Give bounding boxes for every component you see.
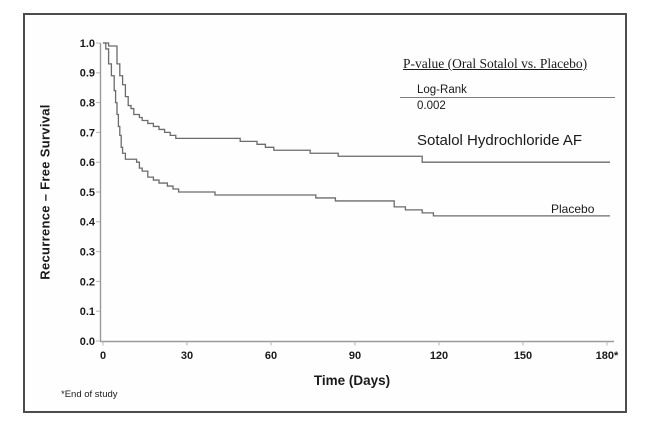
- x-axis-title: Time (Days): [313, 373, 391, 388]
- legend-rule: [400, 97, 615, 98]
- sotalol-series-label: Sotalol Hydrochloride AF: [417, 132, 583, 149]
- y-tick-label: 0.7: [80, 127, 95, 139]
- legend-heading: P-value (Oral Sotalol vs. Placebo): [403, 56, 588, 71]
- y-tick-label: 0.5: [80, 187, 95, 199]
- x-tick-label: 0: [100, 350, 106, 362]
- end-of-study-footnote: *End of study: [61, 389, 118, 400]
- y-tick-label: 0.2: [80, 276, 95, 288]
- y-tick-label: 0.6: [80, 157, 95, 169]
- y-tick-label: 0.4: [80, 217, 96, 229]
- sotalol-curve: [103, 42, 610, 163]
- x-tick-label: 180*: [596, 350, 619, 362]
- y-tick-label: 0.0: [80, 336, 95, 348]
- x-tick-label: 120: [430, 350, 448, 362]
- legend-p-value: 0.002: [417, 100, 446, 112]
- chart-frame: [23, 13, 627, 413]
- y-tick-label: 1.0: [80, 38, 95, 50]
- placebo-series-label: Placebo: [551, 202, 595, 216]
- x-tick-label: 150: [514, 350, 532, 362]
- y-axis-title: Recurrence – Free Survival: [37, 104, 53, 280]
- y-tick-label: 0.8: [80, 97, 95, 109]
- legend-test-label: Log-Rank: [417, 84, 467, 96]
- x-tick-label: 60: [265, 350, 277, 362]
- x-tick-label: 30: [181, 350, 193, 362]
- x-tick-label: 90: [349, 350, 361, 362]
- y-tick-label: 0.1: [80, 306, 95, 318]
- y-tick-label: 0.3: [80, 246, 95, 258]
- placebo-curve: [103, 42, 610, 217]
- y-tick-label: 0.9: [80, 68, 95, 80]
